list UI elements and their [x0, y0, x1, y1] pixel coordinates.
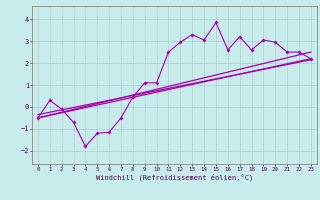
X-axis label: Windchill (Refroidissement éolien,°C): Windchill (Refroidissement éolien,°C) [96, 173, 253, 181]
